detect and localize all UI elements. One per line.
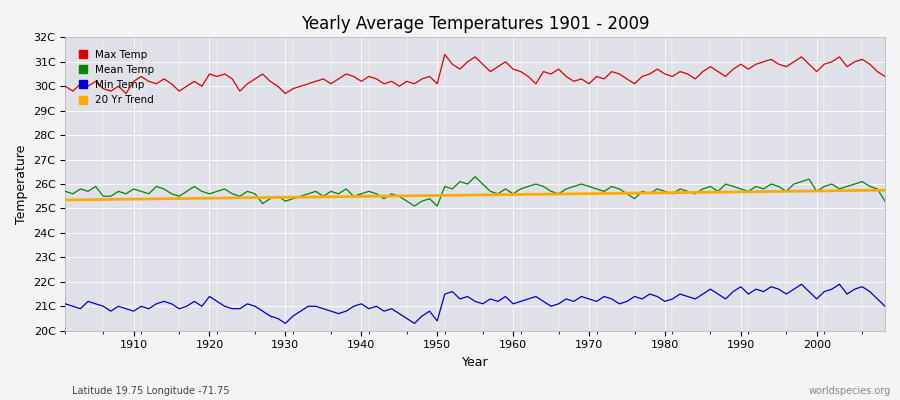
Text: Latitude 19.75 Longitude -71.75: Latitude 19.75 Longitude -71.75 (72, 386, 230, 396)
Text: worldspecies.org: worldspecies.org (809, 386, 891, 396)
Title: Yearly Average Temperatures 1901 - 2009: Yearly Average Temperatures 1901 - 2009 (301, 15, 650, 33)
X-axis label: Year: Year (462, 356, 489, 369)
Legend: Max Temp, Mean Temp, Min Temp, 20 Yr Trend: Max Temp, Mean Temp, Min Temp, 20 Yr Tre… (75, 46, 158, 110)
Y-axis label: Temperature: Temperature (15, 144, 28, 224)
